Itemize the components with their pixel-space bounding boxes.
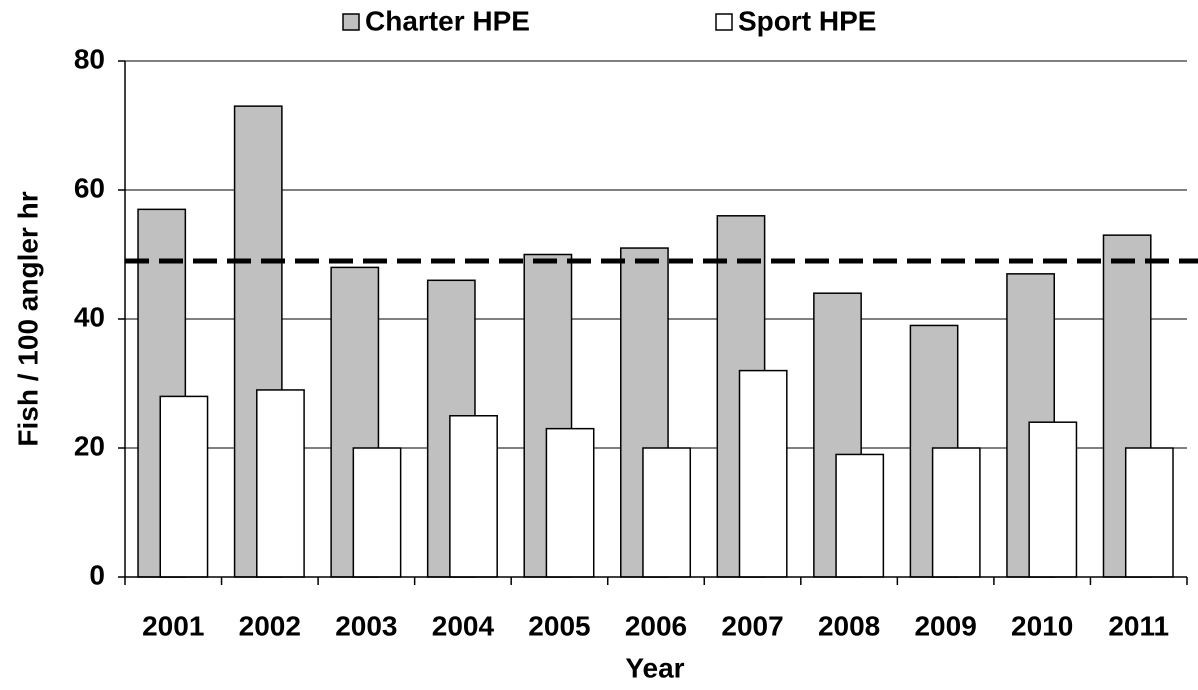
legend-label: Charter HPE [365, 5, 530, 36]
x-tick-label: 2007 [721, 610, 783, 641]
bar [931, 447, 981, 578]
x-tick-label: 2011 [1108, 610, 1169, 641]
bar [545, 427, 595, 578]
x-tick-label: 2001 [142, 610, 204, 641]
legend-swatch [715, 13, 733, 31]
y-tick-label: 80 [74, 43, 105, 74]
y-axis-title: Fish / 100 angler hr [12, 191, 43, 446]
y-tick-label: 60 [74, 172, 105, 203]
x-tick-label: 2004 [432, 610, 495, 641]
x-tick-label: 2006 [625, 610, 687, 641]
bar [738, 369, 788, 578]
y-tick-label: 0 [89, 559, 105, 590]
y-tick-label: 20 [74, 430, 105, 461]
bar [1124, 447, 1174, 578]
legend-swatch [342, 13, 360, 31]
bar [1028, 421, 1078, 578]
x-tick-label: 2009 [914, 610, 976, 641]
x-axis-title: Year [625, 652, 684, 683]
bar [256, 389, 305, 578]
y-tick-label: 40 [74, 301, 105, 332]
x-tick-label: 2002 [239, 610, 301, 641]
x-tick-label: 2010 [1011, 610, 1073, 641]
bar [835, 453, 885, 578]
x-tick-label: 2005 [528, 610, 590, 641]
legend-label: Sport HPE [738, 5, 876, 36]
bar [642, 447, 692, 578]
bar [159, 395, 209, 578]
x-tick-label: 2003 [335, 610, 397, 641]
bar [449, 415, 498, 578]
bar [352, 447, 402, 578]
x-tick-label: 2008 [818, 610, 880, 641]
